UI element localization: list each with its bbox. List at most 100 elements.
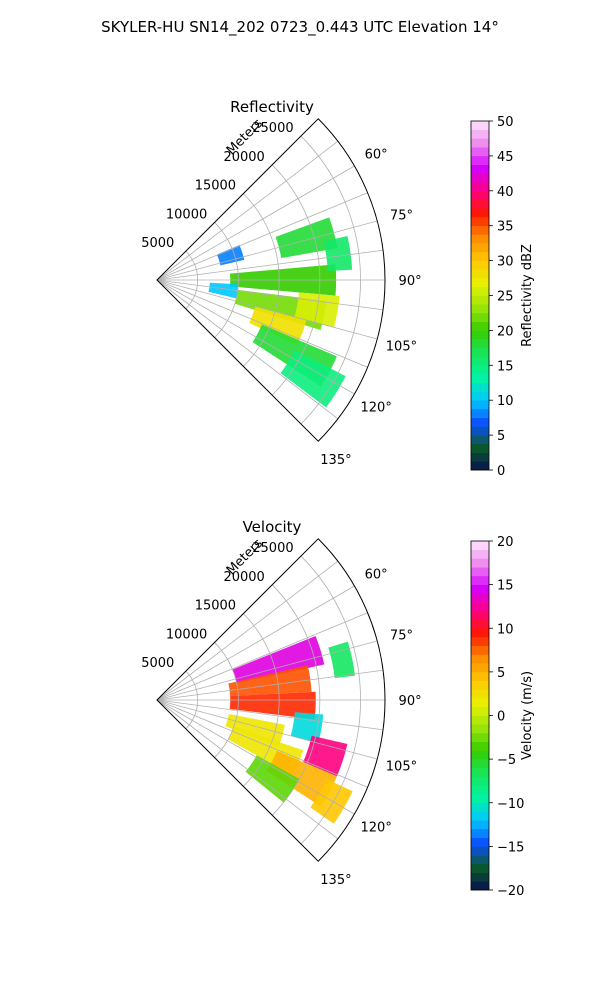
- colorbar-segment: [471, 365, 489, 375]
- colorbar-segment: [471, 461, 489, 471]
- colorbar-segment: [471, 732, 489, 742]
- azimuth-gridline: [156, 279, 378, 340]
- colorbar-segment: [471, 619, 489, 629]
- colorbar-segment: [471, 304, 489, 314]
- echo-region: [323, 236, 353, 272]
- colorbar-segment: [471, 698, 489, 708]
- colorbar-segment: [471, 820, 489, 830]
- colorbar-segment: [471, 567, 489, 577]
- angle-tick-label: 75°: [390, 208, 413, 223]
- azimuth-gridline: [156, 140, 339, 281]
- colorbar-segment: [471, 173, 489, 183]
- colorbar-segment: [471, 872, 489, 882]
- echo-region: [229, 691, 316, 720]
- azimuth-gridline: [156, 699, 355, 815]
- colorbar-segment: [471, 794, 489, 804]
- colorbar-segment: [471, 426, 489, 436]
- colorbar-segment: [471, 846, 489, 856]
- colorbar-segment: [471, 863, 489, 873]
- colorbar-tick-label: 30: [497, 255, 514, 270]
- sector-frame: [156, 538, 386, 862]
- colorbar-tick-label: −10: [497, 797, 524, 812]
- colorbar-segment: [471, 190, 489, 200]
- colorbar-tick-label: 15: [497, 359, 514, 374]
- colorbar-segment: [471, 575, 489, 585]
- colorbar-segment: [471, 706, 489, 716]
- colorbar-tick-label: 45: [497, 150, 514, 165]
- colorbar-segment: [471, 347, 489, 357]
- colorbar-segment: [471, 785, 489, 795]
- colorbar-label: Reflectivity dBZ: [520, 244, 535, 347]
- angle-tick-label: 135°: [320, 453, 351, 468]
- colorbar-tick-label: 35: [497, 220, 514, 235]
- echo-region: [310, 779, 353, 824]
- colorbar-segment: [471, 855, 489, 865]
- panel-title: Reflectivity: [230, 98, 314, 116]
- radial-tick-label: 10000: [166, 207, 207, 222]
- radial-tick-label: 20000: [223, 570, 264, 585]
- colorbar-segment: [471, 138, 489, 148]
- colorbar-tick-label: −15: [497, 840, 524, 855]
- colorbar-segment: [471, 828, 489, 838]
- colorbar-segment: [471, 452, 489, 462]
- colorbar-segment: [471, 374, 489, 384]
- radial-tick-label: 25000: [252, 541, 293, 556]
- colorbar-segment: [471, 759, 489, 769]
- colorbar-segment: [471, 663, 489, 673]
- colorbar-segment: [471, 541, 489, 551]
- colorbar-tick-label: 20: [497, 535, 514, 550]
- colorbar-segment: [471, 417, 489, 427]
- colorbar-segment: [471, 558, 489, 568]
- colorbar-tick-label: 25: [497, 290, 514, 305]
- colorbar-segment: [471, 225, 489, 235]
- angle-tick-label: 90°: [399, 274, 422, 289]
- azimuth-gridline: [156, 699, 378, 760]
- azimuth-gridline: [156, 699, 339, 840]
- colorbar-segment: [471, 671, 489, 681]
- colorbar-segment: [471, 155, 489, 165]
- echo-region: [216, 245, 245, 266]
- angle-tick-label: 120°: [361, 401, 392, 416]
- reflectivity-panel: Reflectivity60°75°90°105°120°135°5000100…: [141, 98, 535, 479]
- colorbar-segment: [471, 208, 489, 218]
- colorbar-tick-label: −20: [497, 884, 524, 899]
- colorbar-segment: [471, 584, 489, 594]
- colorbar: −20 −15 −10 −5 0 5 10 15 20 Velocity (m/s): [470, 535, 535, 899]
- colorbar-segment: [471, 129, 489, 139]
- colorbar-segment: [471, 339, 489, 349]
- colorbar-tick-label: −5: [497, 753, 516, 768]
- echo-marks: [208, 217, 353, 408]
- colorbar-segment: [471, 330, 489, 340]
- colorbar-tick-label: 0: [497, 464, 505, 479]
- angle-tick-label: 120°: [361, 821, 392, 836]
- radial-tick-label: 25000: [252, 121, 293, 136]
- azimuth-gridline: [156, 249, 384, 281]
- colorbar-segment: [471, 776, 489, 786]
- colorbar-segment: [471, 278, 489, 288]
- colorbar-segment: [471, 199, 489, 209]
- colorbar-segment: [471, 251, 489, 261]
- colorbar-segment: [471, 260, 489, 270]
- colorbar-segment: [471, 602, 489, 612]
- colorbar-segment: [471, 645, 489, 655]
- colorbar-segment: [471, 767, 489, 777]
- colorbar-segment: [471, 234, 489, 244]
- azimuth-gridline: [156, 560, 339, 701]
- colorbar-segment: [471, 382, 489, 392]
- radial-tick-label: 5000: [141, 656, 174, 671]
- colorbar-segment: [471, 654, 489, 664]
- echo-region: [232, 635, 325, 684]
- colorbar-segment: [471, 680, 489, 690]
- echo-region: [290, 712, 324, 744]
- echo-region: [266, 750, 337, 807]
- echo-region: [280, 350, 346, 408]
- angle-tick-label: 105°: [386, 760, 417, 775]
- radial-tick-label: 5000: [141, 236, 174, 251]
- angle-tick-label: 105°: [386, 340, 417, 355]
- colorbar-segment: [471, 182, 489, 192]
- angle-tick-label: 75°: [390, 628, 413, 643]
- echo-region: [208, 282, 239, 299]
- radial-tick-label: 20000: [223, 150, 264, 165]
- echo-region: [328, 641, 356, 679]
